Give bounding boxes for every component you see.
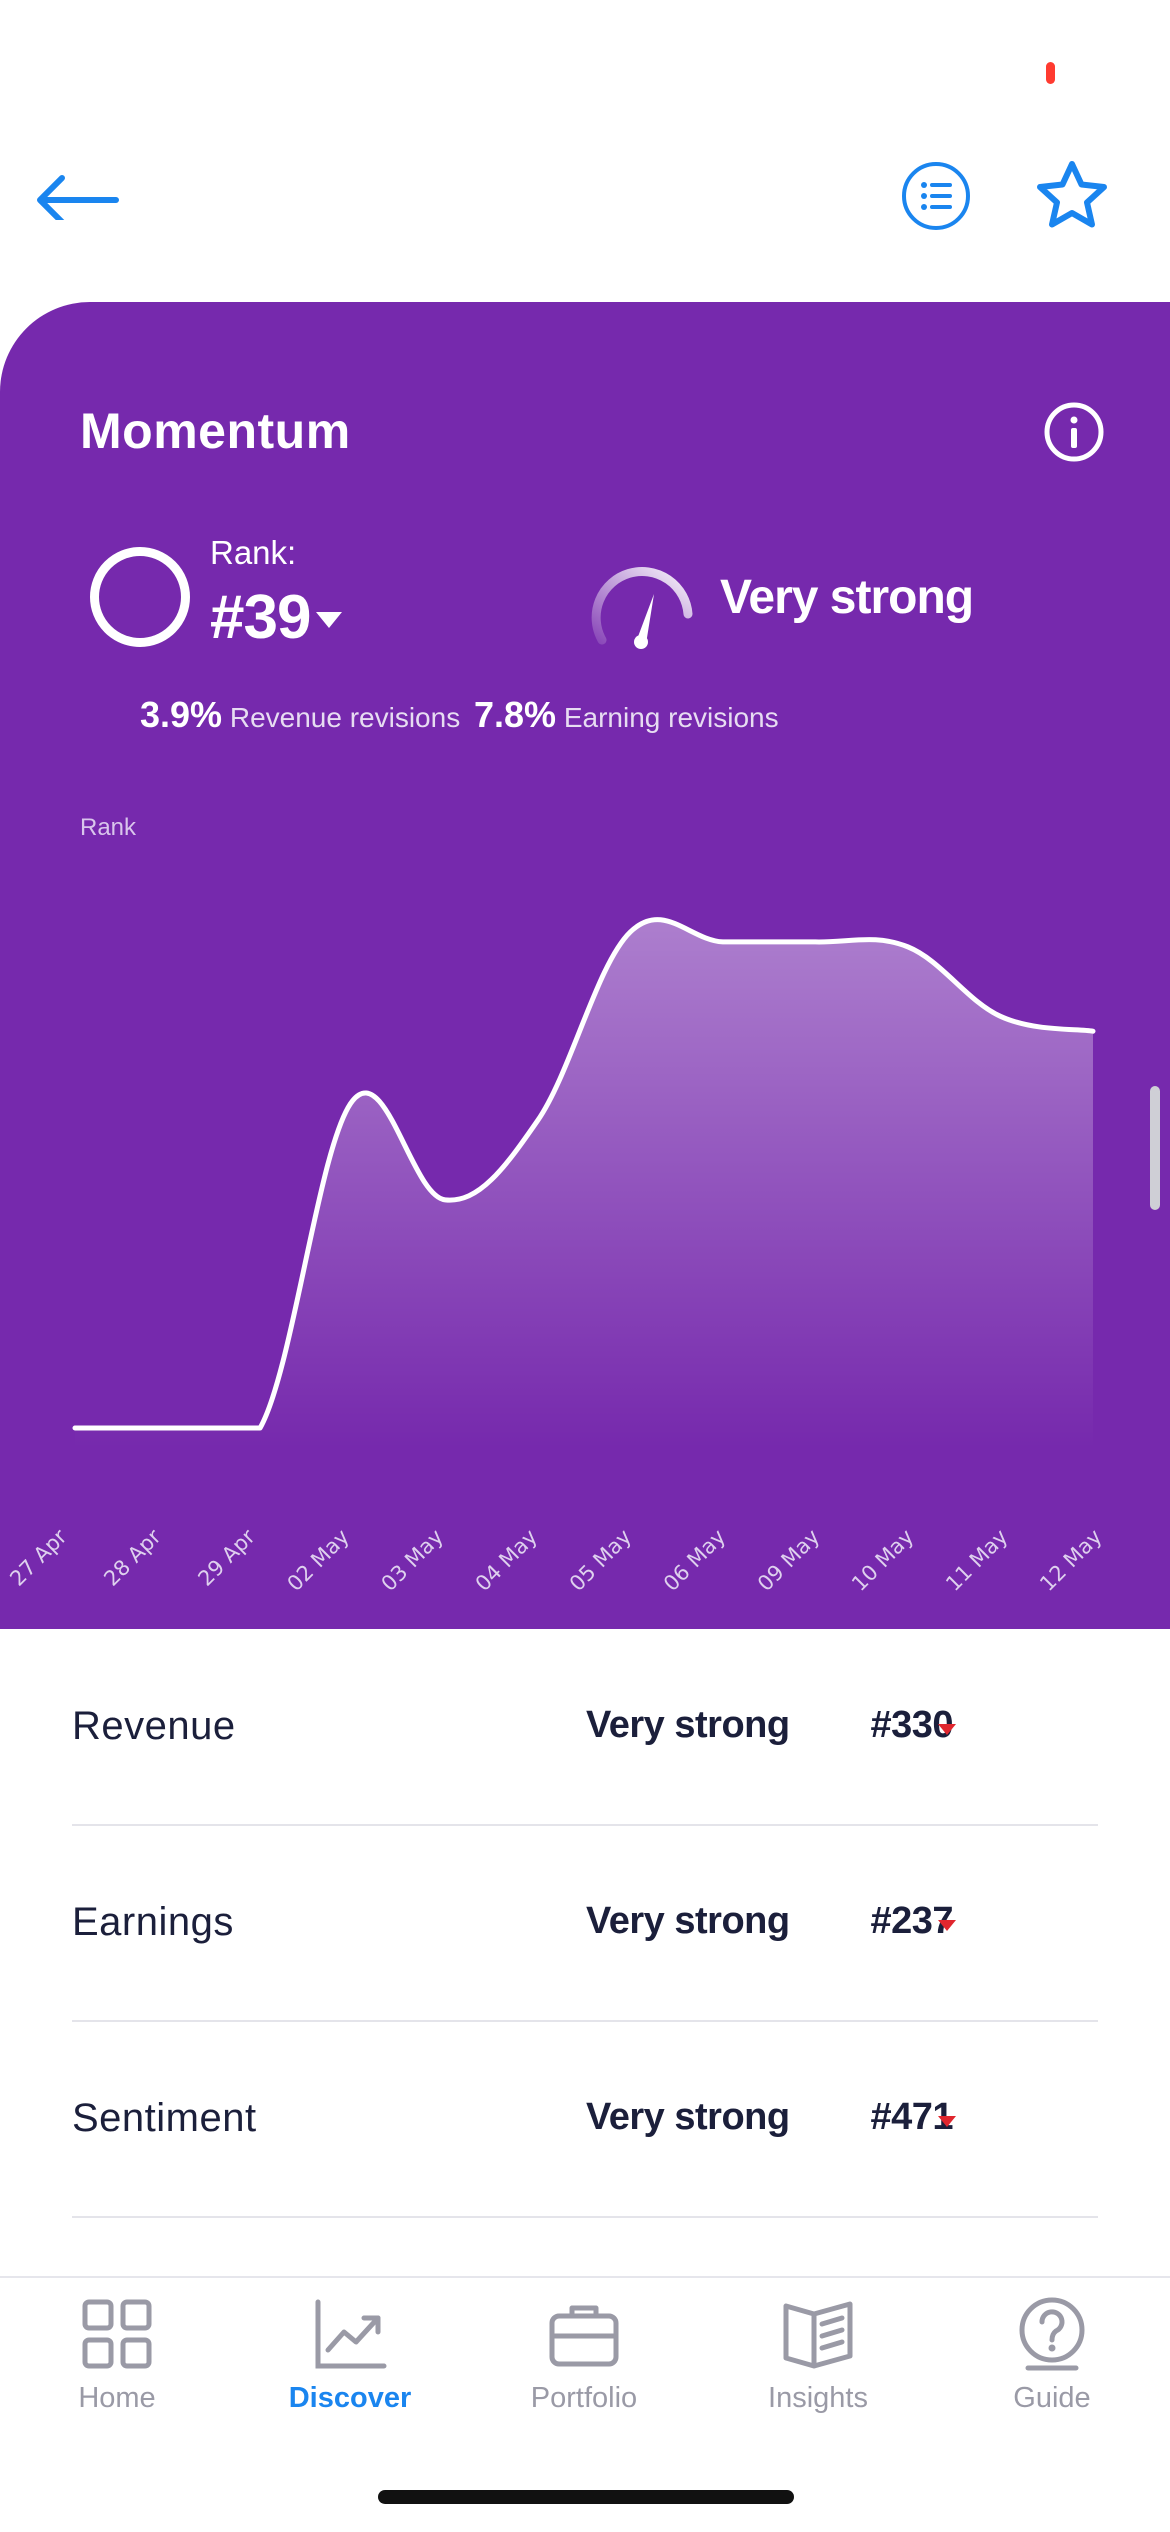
factor-strength: Very strong (586, 1900, 790, 1942)
list-button[interactable] (900, 160, 972, 232)
tab-label: Discover (288, 2382, 412, 2414)
book-icon (783, 2301, 853, 2369)
momentum-title: Momentum (80, 403, 351, 459)
x-tick-label: 27 Apr (5, 1524, 72, 1591)
x-tick-label: 10 May (847, 1525, 918, 1596)
tab-home[interactable]: Home (17, 2296, 217, 2446)
rank-value: #39 (210, 583, 311, 652)
revenue-revisions-value: 3.9% (140, 694, 223, 735)
star-outline-icon (1037, 161, 1107, 228)
back-button[interactable] (30, 160, 130, 225)
help-circle-icon (1019, 2297, 1085, 2371)
down-caret-icon (938, 2116, 956, 2127)
briefcase-icon (549, 2305, 619, 2367)
tab-insights[interactable]: Insights (718, 2296, 918, 2446)
tab-portfolio[interactable]: Portfolio (484, 2296, 684, 2446)
earning-revisions-label: Earning revisions (563, 702, 779, 733)
earning-revisions-value: 7.8% (474, 694, 557, 735)
x-tick-label: 06 May (659, 1525, 730, 1596)
x-tick-label: 28 Apr (99, 1524, 166, 1591)
recording-indicator (1046, 62, 1055, 84)
x-tick-label: 11 May (941, 1525, 1012, 1596)
chart-y-label: Rank (80, 814, 137, 841)
factor-row-earnings[interactable]: Earnings Very strong #237 (72, 1826, 1098, 2022)
down-caret-icon (938, 1724, 956, 1735)
chart-series-line (72, 917, 1096, 1431)
rank-label: Rank: (210, 534, 297, 571)
factor-name: Sentiment (72, 2096, 257, 2140)
arrow-left-icon (37, 175, 119, 225)
factor-list: Revenue Very strong #330 Earnings Very s… (72, 1630, 1098, 2218)
momentum-card: Momentum Rank: #39 Very strong 3.9% Reve… (0, 302, 1170, 1629)
watchlist-star-button[interactable] (1032, 156, 1112, 236)
tab-label: Home (78, 2382, 156, 2414)
chart-area-fill (75, 919, 1093, 1448)
revenue-revisions: 3.9% Revenue revisions (140, 694, 460, 736)
factor-strength: Very strong (586, 1704, 790, 1746)
x-tick-label: 09 May (753, 1525, 824, 1596)
x-tick-label: 05 May (565, 1525, 636, 1596)
bottom-tab-bar: Home Discover Portfolio Insights (0, 2276, 1170, 2532)
x-tick-label: 02 May (283, 1525, 354, 1596)
tab-label: Insights (768, 2382, 868, 2414)
down-caret-icon (938, 1920, 956, 1931)
factor-row-revenue[interactable]: Revenue Very strong #330 (72, 1630, 1098, 1826)
factor-name: Revenue (72, 1704, 236, 1748)
info-button[interactable] (1042, 400, 1106, 464)
top-bar (0, 150, 1170, 250)
factor-row-sentiment[interactable]: Sentiment Very strong #471 (72, 2022, 1098, 2218)
rank-ring (90, 547, 190, 647)
x-tick-label: 29 Apr (193, 1524, 260, 1591)
x-tick-label: 12 May (1035, 1525, 1106, 1596)
tab-guide[interactable]: Guide (952, 2296, 1152, 2446)
list-circle-icon (902, 162, 970, 230)
scrollbar[interactable] (1150, 1086, 1160, 1210)
momentum-strength: Very strong (720, 571, 974, 624)
info-icon (1044, 402, 1104, 462)
x-tick-label: 03 May (377, 1525, 448, 1596)
revenue-revisions-label: Revenue revisions (229, 702, 461, 733)
gauge-icon (591, 567, 693, 649)
factor-name: Earnings (72, 1900, 234, 1944)
tab-label: Guide (1013, 2382, 1091, 2414)
home-indicator (378, 2490, 794, 2504)
grid-icon (82, 2299, 152, 2369)
tab-label: Portfolio (530, 2382, 638, 2414)
factor-strength: Very strong (586, 2096, 790, 2138)
rank-area-chart: 27 Apr 28 Apr 29 Apr 02 May 03 May 04 May 05 M… (5, 917, 1107, 1596)
earning-revisions: 7.8% Earning revisions (474, 694, 779, 736)
rank-down-caret-icon (316, 612, 342, 628)
tab-discover[interactable]: Discover (250, 2296, 450, 2446)
x-tick-label: 04 May (471, 1525, 542, 1596)
trending-chart-icon (315, 2299, 387, 2369)
